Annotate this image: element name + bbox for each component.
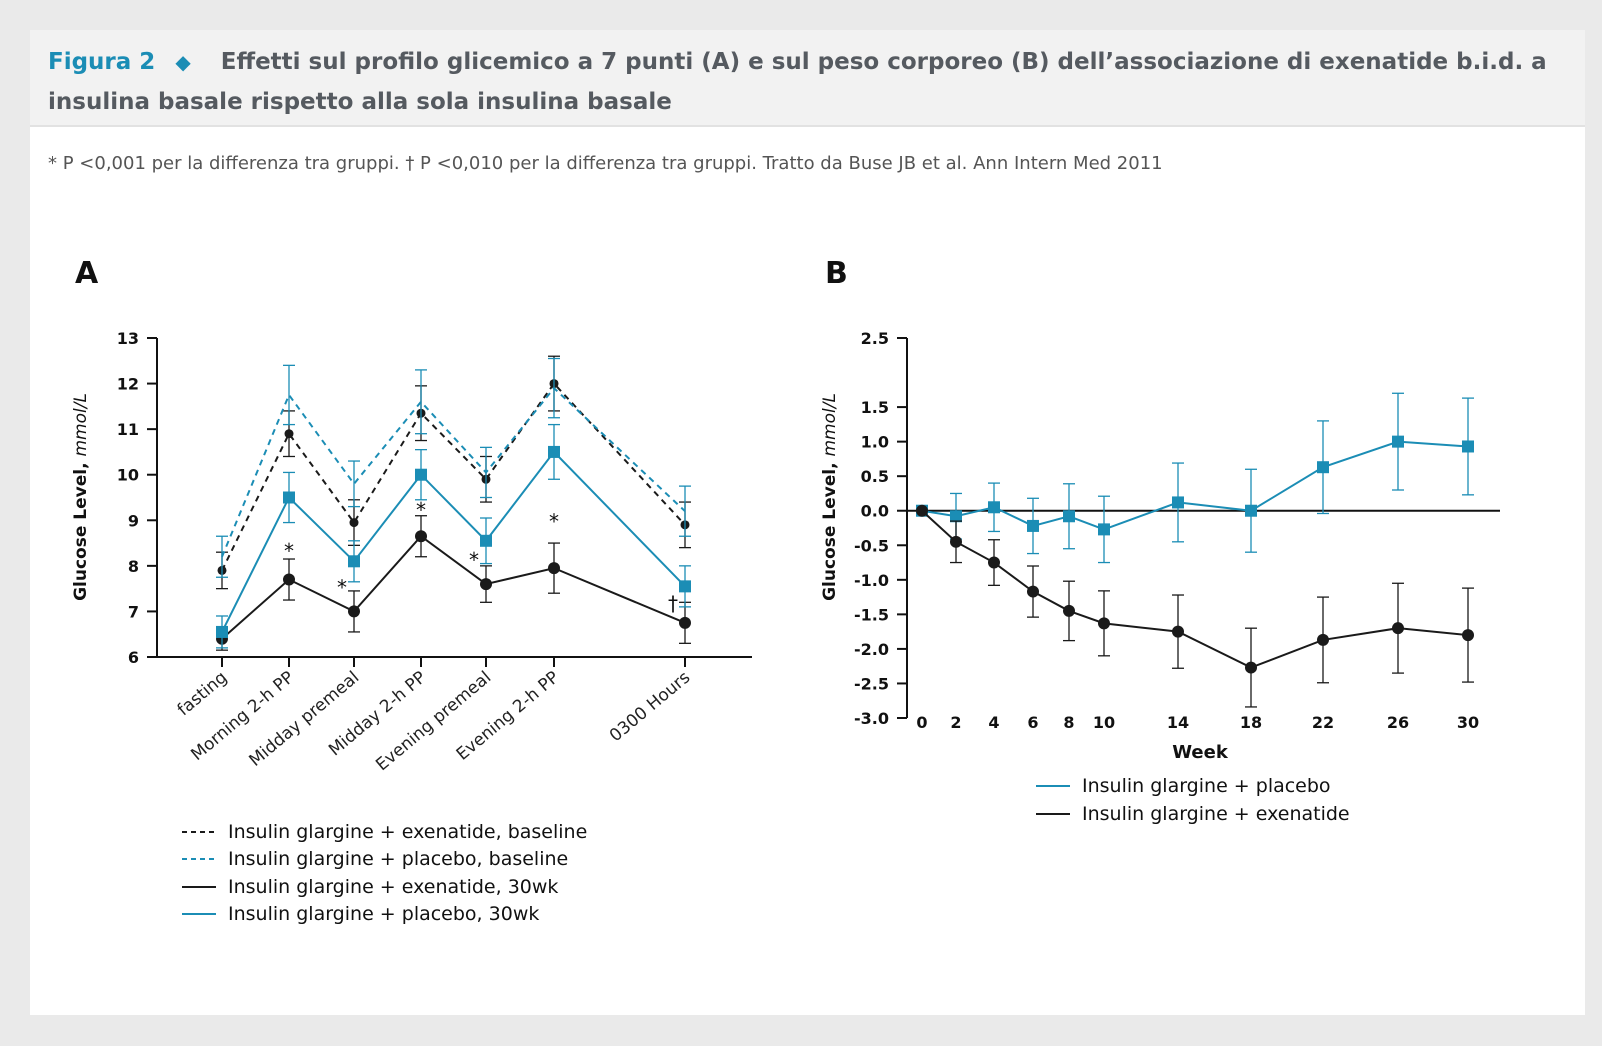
data-point-0-2 [349, 518, 359, 528]
panel-b-data-point-0-1 [950, 510, 962, 523]
panel-b-x-axis-label: Week [1172, 742, 1229, 763]
panel-b-data-point-0-7 [1245, 504, 1257, 517]
figure-title-text: Effetti sul profilo glicemico a 7 punti … [48, 49, 1547, 115]
footnote: * P <0,001 per la differenza tra gruppi.… [48, 153, 1163, 174]
panel-b-y-axis-label: Glucose Level, mmol/L [820, 393, 840, 601]
panel-b-data-point-1-6 [1172, 625, 1184, 638]
significance-marker-5: † [668, 591, 678, 615]
panel-b-x-tick-label: 26 [1387, 713, 1409, 732]
figure-title: Figura 2 ◆ Effetti sul profilo glicemico… [48, 42, 1568, 122]
panel-b-data-point-1-9 [1392, 622, 1404, 635]
data-point-0-1 [284, 429, 294, 439]
significance-marker-2: * [416, 498, 426, 522]
panel-b-y-tick-label: -0.5 [854, 536, 889, 555]
data-point-3-3 [415, 468, 427, 481]
data-point-2-6 [679, 616, 691, 629]
panel-a-x-tick-label: fasting [174, 668, 231, 721]
data-point-2-5 [548, 562, 560, 575]
panel-a-y-tick-label: 6 [128, 648, 139, 667]
legend-label-a-1: Insulin glargine + placebo, baseline [228, 848, 568, 870]
panel-a-y-tick-label: 11 [117, 420, 139, 439]
panel-b-y-tick-label: -3.0 [854, 709, 889, 728]
significance-marker-4: * [549, 509, 559, 533]
panel-b-data-point-0-10 [1462, 440, 1474, 453]
panel-b-x-tick-label: 6 [1027, 713, 1038, 732]
panel-a-y-tick-label: 13 [117, 329, 139, 348]
panel-b-x-tick-label: 2 [950, 713, 961, 732]
data-point-3-5 [548, 445, 560, 458]
data-point-3-6 [679, 580, 691, 593]
panel-b-x-tick-label: 0 [916, 713, 927, 732]
header-divider [30, 125, 1585, 127]
panel-b-label: B [825, 256, 848, 291]
panel-b-x-tick-label: 30 [1457, 713, 1479, 732]
panel-a-y-tick-label: 12 [117, 375, 139, 394]
panel-a-label: A [75, 256, 99, 291]
panel-b-y-tick-label: 2.5 [861, 329, 889, 348]
panel-b-data-point-0-4 [1063, 510, 1075, 523]
data-point-3-0 [216, 625, 228, 638]
panel-b-data-point-1-1 [950, 535, 962, 548]
panel-a-y-tick-label: 8 [128, 557, 139, 576]
significance-marker-0: * [284, 539, 294, 563]
panel-b-x-tick-label: 18 [1240, 713, 1262, 732]
data-point-2-2 [348, 605, 360, 618]
panel-b-y-tick-label: -1.5 [854, 605, 889, 624]
diamond-icon: ◆ [175, 50, 191, 74]
panel-b-y-tick-label: 0.0 [861, 502, 889, 521]
panel-b-y-tick-label: -2.0 [854, 640, 889, 659]
panel-b-data-point-0-3 [1027, 519, 1039, 532]
panel-b-data-point-1-4 [1063, 604, 1075, 617]
significance-marker-1: * [337, 575, 347, 599]
legend-label-a-2: Insulin glargine + exenatide, 30wk [228, 876, 558, 898]
panel-a-y-tick-label: 7 [128, 602, 139, 621]
panel-b-data-point-1-3 [1027, 585, 1039, 598]
panel-b-y-tick-label: 0.5 [861, 467, 889, 486]
legend-label-b-0: Insulin glargine + placebo [1082, 775, 1331, 797]
panel-b-data-point-1-7 [1245, 661, 1257, 674]
panel-b-x-tick-label: 22 [1312, 713, 1334, 732]
panel-b-y-tick-label: 1.0 [861, 433, 889, 452]
panel-b-x-tick-label: 4 [988, 713, 999, 732]
panel-b-data-point-0-6 [1172, 496, 1184, 509]
data-point-3-2 [348, 555, 360, 568]
panel-a-y-tick-label: 9 [128, 511, 139, 530]
panel-b-data-point-0-5 [1098, 523, 1110, 536]
panel-b-series-line-1 [921, 509, 1469, 669]
data-point-2-1 [283, 573, 295, 586]
panel-b-data-point-1-5 [1098, 617, 1110, 630]
data-point-2-4 [480, 578, 492, 591]
panel-b-y-tick-label: -1.0 [854, 571, 889, 590]
figure-header [30, 30, 1585, 125]
legend-label-a-3: Insulin glargine + placebo, 30wk [228, 903, 539, 925]
panel-b-data-point-0-2 [988, 501, 1000, 514]
panel-a-y-axis-label: Glucose Level, mmol/L [71, 393, 91, 601]
panel-b-series-line-0 [921, 440, 1469, 531]
panel-a-x-tick-label: 0300 Hours [606, 667, 694, 746]
panel-b-data-point-1-0 [916, 504, 928, 517]
panel-b-y-tick-label: -2.5 [854, 674, 889, 693]
significance-marker-3: * [469, 548, 479, 572]
panel-b-data-point-1-8 [1317, 633, 1329, 646]
figure-label: Figura 2 [48, 49, 156, 75]
panel-b-data-point-0-9 [1392, 435, 1404, 448]
panel-a-y-tick-label: 10 [117, 466, 139, 485]
panel-b-data-point-1-10 [1462, 629, 1474, 642]
panel-b-data-point-0-8 [1317, 461, 1329, 474]
panel-a-x-tick-label: Evening premeal [372, 668, 495, 776]
data-point-2-3 [415, 530, 427, 543]
panel-b-x-tick-label: 10 [1093, 713, 1115, 732]
panel-b-x-tick-label: 14 [1167, 713, 1189, 732]
panel-a-x-tick-label: Midday premeal [245, 668, 363, 771]
data-point-3-1 [283, 491, 295, 504]
legend-label-a-0: Insulin glargine + exenatide, baseline [228, 821, 587, 843]
legend-label-b-1: Insulin glargine + exenatide [1082, 803, 1350, 825]
panel-b-y-tick-label: 1.5 [861, 398, 889, 417]
data-point-3-4 [480, 534, 492, 547]
panel-b-x-tick-label: 8 [1063, 713, 1074, 732]
panel-b-data-point-1-2 [988, 556, 1000, 569]
